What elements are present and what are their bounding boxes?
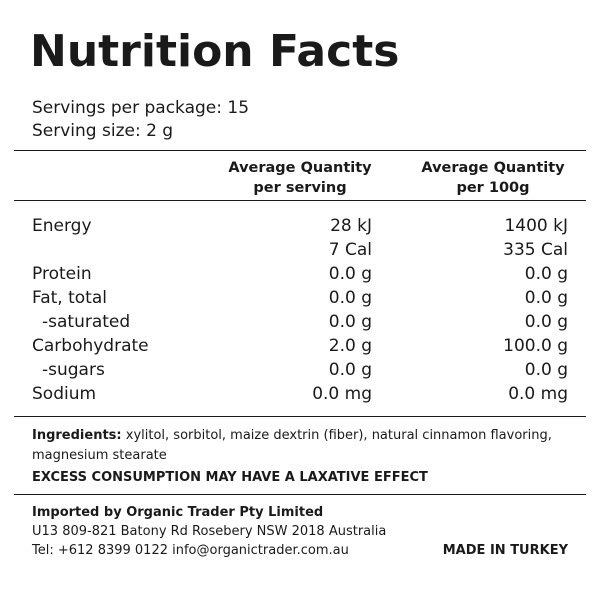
divider: [14, 200, 586, 201]
nutrient-row-sugars: -sugars 0.0 g 0.0 g: [0, 360, 600, 384]
value-per-100g: 0.0 g: [524, 288, 568, 308]
value-per-100g: 335 Cal: [503, 240, 568, 260]
laxative-warning: EXCESS CONSUMPTION MAY HAVE A LAXATIVE E…: [32, 470, 428, 485]
column-header-line: Average Quantity: [421, 160, 565, 176]
value-per-serving: 2.0 g: [328, 336, 372, 356]
nutrient-row-carbohydrate: Carbohydrate 2.0 g 100.0 g: [0, 336, 600, 360]
column-header-line: per serving: [253, 180, 347, 196]
value-per-serving: 0.0 g: [328, 264, 372, 284]
value-per-100g: 0.0 mg: [508, 384, 568, 404]
ingredients-text: xylitol, sorbitol, maize dextrin (fiber)…: [32, 428, 552, 463]
value-per-serving: 0.0 g: [328, 288, 372, 308]
column-header-per-serving: Average Quantity per serving: [210, 158, 390, 198]
nutrient-label: Carbohydrate: [32, 336, 149, 356]
column-header-per-100g: Average Quantity per 100g: [403, 158, 583, 198]
column-header-line: Average Quantity: [228, 160, 372, 176]
country-of-origin: MADE IN TURKEY: [442, 543, 568, 558]
importer-address: U13 809-821 Batony Rd Rosebery NSW 2018 …: [32, 524, 387, 539]
servings-per-package: Servings per package: 15: [32, 98, 250, 118]
value-per-100g: 1400 kJ: [504, 216, 568, 236]
divider: [14, 150, 586, 151]
nutrient-row-fat-total: Fat, total 0.0 g 0.0 g: [0, 288, 600, 312]
value-per-100g: 0.0 g: [524, 264, 568, 284]
value-per-serving: 0.0 mg: [312, 384, 372, 404]
nutrient-label: Protein: [32, 264, 92, 284]
nutrient-row-protein: Protein 0.0 g 0.0 g: [0, 264, 600, 288]
nutrient-label: -sugars: [42, 360, 105, 380]
ingredients-label: Ingredients:: [32, 428, 122, 443]
nutrient-label: -saturated: [42, 312, 131, 332]
value-per-serving: 0.0 g: [328, 312, 372, 332]
nutrient-row-sodium: Sodium 0.0 mg 0.0 mg: [0, 384, 600, 408]
importer-contact: Tel: +612 8399 0122 info@organictrader.c…: [32, 543, 349, 558]
column-header-line: per 100g: [456, 180, 530, 196]
value-per-100g: 0.0 g: [524, 360, 568, 380]
page-title: Nutrition Facts: [30, 26, 400, 77]
nutrient-row-energy: Energy 28 kJ 1400 kJ: [0, 216, 600, 240]
divider: [14, 494, 586, 495]
serving-size: Serving size: 2 g: [32, 121, 174, 141]
value-per-serving: 28 kJ: [330, 216, 372, 236]
nutrient-label: Sodium: [32, 384, 97, 404]
value-per-100g: 100.0 g: [503, 336, 568, 356]
nutrient-row-saturated: -saturated 0.0 g 0.0 g: [0, 312, 600, 336]
value-per-100g: 0.0 g: [524, 312, 568, 332]
value-per-serving: 0.0 g: [328, 360, 372, 380]
nutrient-row-energy-cal: 7 Cal 335 Cal: [0, 240, 600, 264]
ingredients: Ingredients: xylitol, sorbitol, maize de…: [32, 426, 572, 466]
nutrient-label: Energy: [32, 216, 92, 236]
value-per-serving: 7 Cal: [328, 240, 372, 260]
nutrient-label: Fat, total: [32, 288, 107, 308]
divider: [14, 416, 586, 417]
importer-name: Imported by Organic Trader Pty Limited: [32, 505, 324, 520]
